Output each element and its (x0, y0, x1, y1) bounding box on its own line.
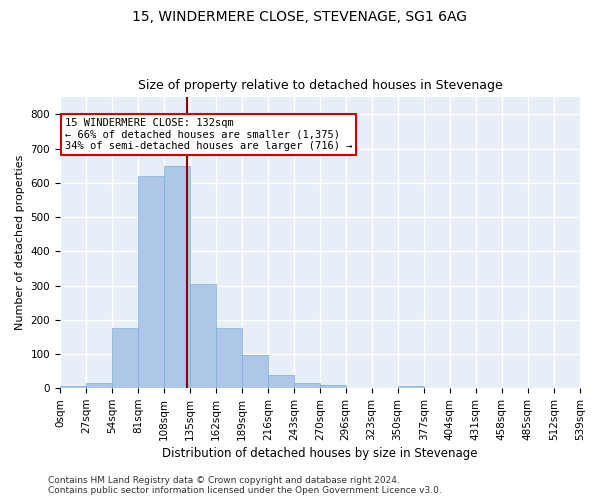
Bar (242, 355, 268, 388)
Text: Contains HM Land Registry data © Crown copyright and database right 2024.
Contai: Contains HM Land Registry data © Crown c… (48, 476, 442, 495)
Bar (112, 328, 138, 388)
Bar (295, 383, 320, 388)
Text: 15, WINDERMERE CLOSE, STEVENAGE, SG1 6AG: 15, WINDERMERE CLOSE, STEVENAGE, SG1 6AG (133, 10, 467, 24)
Title: Size of property relative to detached houses in Stevenage: Size of property relative to detached ho… (137, 79, 502, 92)
Bar (86, 383, 112, 388)
Bar (398, 386, 424, 388)
Bar (216, 328, 242, 388)
Y-axis label: Number of detached properties: Number of detached properties (15, 155, 25, 330)
Bar (164, 166, 190, 388)
Bar (268, 375, 295, 388)
Bar (138, 176, 164, 388)
Bar (320, 385, 346, 388)
Bar (60, 386, 86, 388)
Bar (190, 284, 216, 388)
Text: 15 WINDERMERE CLOSE: 132sqm
← 66% of detached houses are smaller (1,375)
34% of : 15 WINDERMERE CLOSE: 132sqm ← 66% of det… (65, 118, 352, 151)
X-axis label: Distribution of detached houses by size in Stevenage: Distribution of detached houses by size … (162, 447, 478, 460)
